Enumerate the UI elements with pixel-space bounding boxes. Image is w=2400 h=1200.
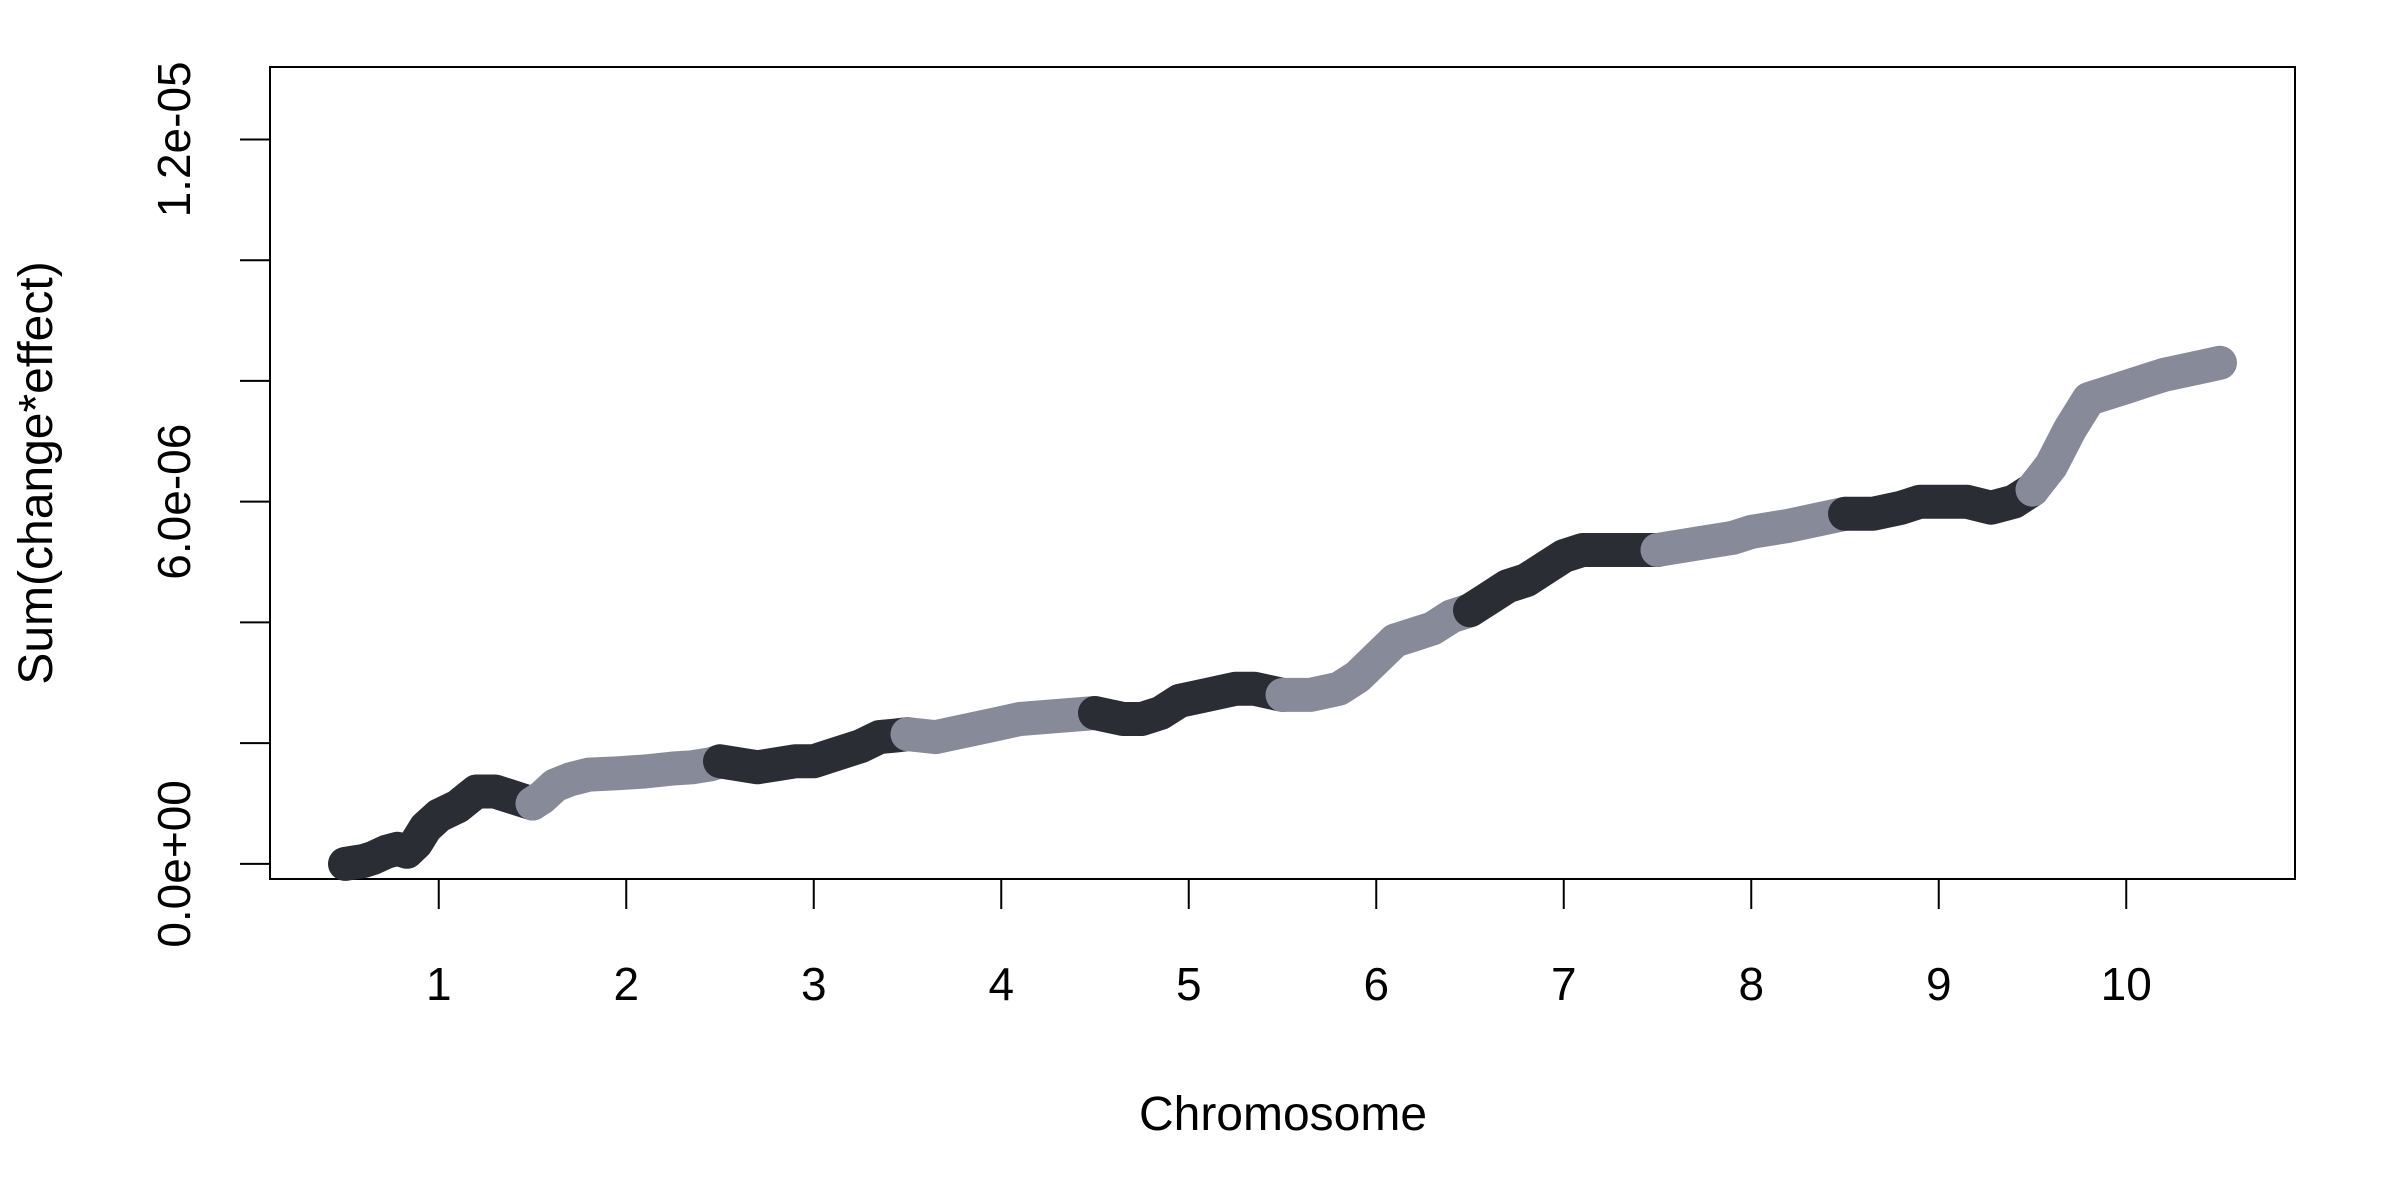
x-tick-label-1: 1 [426,958,452,1010]
series-chromosome-6 [1265,593,1487,712]
x-tick-label-10: 10 [2101,958,2152,1010]
x-axis: 1 2 3 4 5 6 7 8 9 10 [426,879,2152,1010]
y-tick-label-6: 6.0e-06 [148,424,200,580]
series-chromosome-7 [1453,533,1675,628]
series-chromosome-9 [1828,472,2050,531]
series-chromosome-3 [703,717,925,785]
x-tick-label-6: 6 [1363,958,1389,1010]
y-tick-label-12: 1.2e-05 [148,61,200,217]
x-tick-label-3: 3 [801,958,827,1010]
x-tick-label-5: 5 [1176,958,1202,1010]
plot-frame [269,66,2296,880]
series-chromosome-2 [515,744,737,821]
series-chromosome-8 [1640,496,1862,567]
series-chromosome-1 [328,774,550,881]
x-tick-label-8: 8 [1738,958,1764,1010]
series-chromosome-5 [1078,671,1300,736]
y-tick-label-0: 0.0e+00 [148,780,200,948]
y-axis: 0.0e+00 6.0e-06 1.2e-05 [148,61,270,948]
x-axis-title: Chromosome [1139,1088,1427,1141]
series-chromosome-4 [890,696,1112,755]
x-tick-label-9: 9 [1926,958,1952,1010]
y-axis-title: Sum(change*effect) [10,261,63,684]
x-tick-label-4: 4 [988,958,1014,1010]
x-tick-label-7: 7 [1551,958,1577,1010]
series-chromosome-10 [2015,345,2237,507]
x-tick-label-2: 2 [613,958,639,1010]
series-layer [328,345,2237,881]
